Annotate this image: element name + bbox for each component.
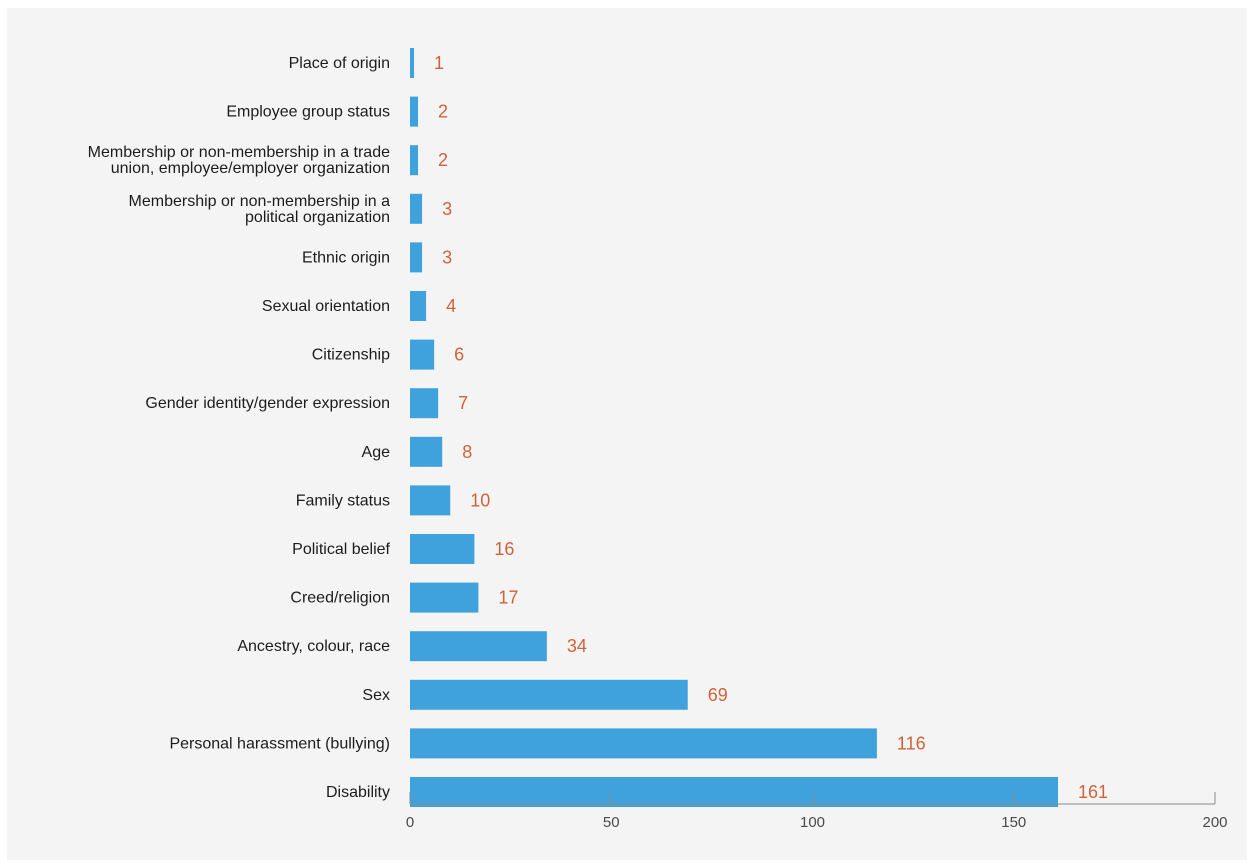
category-label: Sexual orientation — [262, 298, 390, 315]
value-label: 1 — [434, 53, 444, 73]
category-label: Disability — [326, 784, 390, 801]
value-label: 4 — [446, 296, 456, 316]
value-label: 16 — [494, 539, 514, 559]
category-label: Political belief — [292, 541, 390, 558]
value-label: 69 — [708, 685, 728, 705]
category-label: Sex — [362, 687, 390, 704]
bar — [410, 485, 451, 516]
bar — [410, 242, 423, 273]
bar — [410, 679, 688, 710]
value-label: 2 — [438, 102, 448, 122]
value-label: 7 — [458, 393, 468, 413]
category-label: political organization — [245, 209, 390, 226]
bar — [410, 777, 1059, 807]
x-tick-label: 50 — [603, 814, 620, 831]
category-label: Personal harassment (bullying) — [169, 735, 390, 752]
value-label: 17 — [498, 588, 518, 608]
bar — [410, 193, 423, 224]
bar — [410, 291, 427, 321]
category-label: Employee group status — [226, 104, 390, 121]
category-label: Family status — [296, 492, 390, 509]
bar — [410, 728, 877, 759]
value-label: 2 — [438, 150, 448, 170]
value-label: 161 — [1078, 782, 1108, 802]
bar — [410, 96, 419, 127]
chart-panel: Place of origin Employee group status Memb… — [7, 8, 1247, 860]
category-label: Membership or non-membership in a trade — [88, 144, 390, 161]
bar — [410, 631, 547, 662]
category-label: union, employee/employer organization — [111, 160, 390, 177]
bar — [410, 388, 439, 419]
bar — [410, 339, 435, 370]
x-axis: 0 50 100 150 200 — [406, 792, 1228, 831]
category-label: Creed/religion — [290, 590, 390, 607]
category-label: Ethnic origin — [302, 249, 390, 266]
value-label: 116 — [897, 733, 926, 753]
bar — [410, 48, 415, 78]
bar — [410, 145, 419, 176]
x-tick-label: 0 — [406, 814, 414, 831]
value-label: 34 — [567, 636, 587, 656]
category-label: Gender identity/gender expression — [145, 395, 390, 412]
value-label: 8 — [462, 442, 472, 462]
category-label: Membership or non-membership in a — [129, 193, 391, 210]
category-labels-layer: Place of origin Employee group status Memb… — [88, 55, 391, 801]
bar-chart: Place of origin Employee group status Memb… — [88, 48, 1228, 831]
category-label: Place of origin — [289, 55, 390, 72]
x-tick-label: 100 — [800, 814, 825, 831]
bar — [410, 582, 479, 613]
value-label: 10 — [470, 490, 490, 510]
x-tick-label: 200 — [1202, 814, 1227, 831]
bars-layer — [410, 48, 1059, 807]
value-label: 3 — [442, 247, 452, 267]
category-label: Age — [362, 444, 391, 461]
bar — [410, 534, 475, 564]
value-label: 3 — [442, 199, 452, 219]
bar — [410, 436, 443, 467]
x-tick-label: 150 — [1001, 814, 1026, 831]
value-label: 6 — [454, 345, 464, 365]
category-label: Ancestry, colour, race — [237, 638, 390, 655]
category-label: Citizenship — [312, 347, 390, 364]
